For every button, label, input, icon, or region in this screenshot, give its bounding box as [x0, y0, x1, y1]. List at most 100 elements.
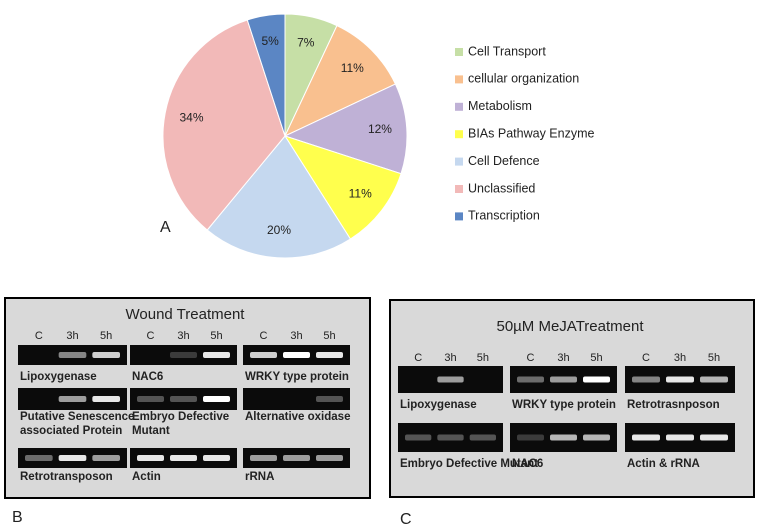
- gel-band: [203, 455, 230, 461]
- gel-band: [583, 376, 610, 383]
- gel-band: [666, 376, 694, 383]
- gel-label: Putative Senescence: [20, 411, 134, 423]
- gel-label: Lipoxygenase: [400, 399, 477, 411]
- slice-label: 5%: [261, 34, 279, 48]
- panel-title: Wound Treatment: [126, 306, 246, 323]
- gel-band: [517, 376, 544, 383]
- gel-label: Mutant: [132, 425, 170, 437]
- gel-band: [58, 396, 87, 402]
- gel-image: [130, 345, 237, 365]
- gel-band: [170, 352, 197, 358]
- lane-label: 3h: [177, 330, 189, 342]
- gel-band: [58, 352, 87, 358]
- pie-slice: [246, 13, 286, 137]
- pie-slice: [283, 135, 402, 240]
- lane-label: 3h: [290, 330, 302, 342]
- gel-band: [92, 352, 120, 358]
- gel-band: [517, 434, 544, 441]
- gel-band: [170, 396, 197, 402]
- gel-band: [666, 434, 694, 441]
- lane-label: C: [147, 330, 155, 342]
- legend-swatch: [455, 102, 463, 111]
- pie-slice: [283, 24, 397, 138]
- gel-label: WRKY type protein: [512, 399, 616, 411]
- gel-image: [398, 423, 503, 452]
- lane-label: C: [35, 330, 43, 342]
- gel-band: [170, 455, 197, 461]
- lane-label: 5h: [708, 352, 720, 364]
- gel-label: rRNA: [245, 471, 274, 483]
- panel-c-frame: [389, 299, 755, 498]
- lane-label: 3h: [444, 352, 456, 364]
- lane-label: C: [260, 330, 268, 342]
- gel-label: associated Protein: [20, 425, 122, 437]
- slice-label: 11%: [349, 186, 372, 200]
- gel-band: [700, 434, 728, 441]
- gel-label: Lipoxygenase: [20, 371, 97, 383]
- lane-label: C: [642, 352, 650, 364]
- slice-label: 11%: [341, 61, 364, 75]
- gel-band: [58, 455, 87, 461]
- gel-band: [137, 455, 164, 461]
- gel-label: Retrotrasnposon: [627, 399, 720, 411]
- lane-label: 3h: [674, 352, 686, 364]
- gel-band: [316, 455, 343, 461]
- panel-title: 50µM MeJATreatment: [496, 318, 644, 335]
- lane-label: 5h: [477, 352, 489, 364]
- gel-band: [583, 434, 610, 441]
- pie-slice: [162, 19, 286, 231]
- gel-label: WRKY type protein: [245, 371, 349, 383]
- legend-label: cellular organization: [468, 72, 579, 86]
- gel-label: Actin: [132, 471, 161, 483]
- gel-band: [437, 376, 464, 383]
- gel-label: Alternative oxidase: [245, 411, 350, 423]
- gel-band: [283, 455, 310, 461]
- legend-swatch: [455, 212, 463, 221]
- lane-label: C: [527, 352, 535, 364]
- panel-label: C: [400, 511, 412, 528]
- gel-image: [243, 388, 350, 410]
- legend-label: Metabolism: [468, 99, 532, 113]
- pie-slice: [206, 135, 352, 259]
- legend-swatch: [455, 185, 463, 193]
- legend-swatch: [455, 130, 463, 139]
- gel-band: [203, 396, 230, 402]
- gel-band: [632, 434, 660, 441]
- slice-label: 12%: [368, 122, 392, 136]
- legend-label: Cell Defence: [468, 154, 540, 168]
- gel-band: [250, 352, 277, 358]
- gel-band: [405, 434, 432, 441]
- lane-label: 3h: [66, 330, 78, 342]
- legend-label: Transcription: [468, 209, 540, 223]
- slice-label: 34%: [180, 110, 204, 124]
- slice-label: 20%: [267, 223, 291, 237]
- gel-band: [283, 352, 310, 358]
- gel-band: [316, 352, 343, 358]
- lane-label: 5h: [323, 330, 335, 342]
- gel-image: [130, 388, 237, 410]
- gel-band: [203, 352, 230, 358]
- panel-label: B: [12, 509, 23, 526]
- gel-label: Retrotransposon: [20, 471, 113, 483]
- gel-band: [92, 396, 120, 402]
- lane-label: 5h: [100, 330, 112, 342]
- lane-label: 5h: [590, 352, 602, 364]
- legend-swatch: [455, 157, 463, 166]
- legend-swatch: [455, 75, 463, 84]
- gel-band: [25, 455, 53, 461]
- gel-label: NAC6: [512, 458, 543, 470]
- pie-slice: [283, 83, 408, 175]
- gel-band: [316, 396, 343, 402]
- gel-band: [550, 434, 577, 441]
- lane-label: 3h: [557, 352, 569, 364]
- gel-band: [437, 434, 464, 441]
- gel-band: [550, 376, 577, 383]
- legend-swatch: [455, 48, 463, 56]
- gel-label: Embryo Defective: [132, 411, 229, 423]
- gel-label: NAC6: [132, 371, 163, 383]
- gel-band: [700, 376, 728, 383]
- gel-label: Embryo Defective Mutant: [400, 458, 538, 470]
- legend-label: Cell Transport: [468, 44, 546, 58]
- gel-band: [250, 455, 277, 461]
